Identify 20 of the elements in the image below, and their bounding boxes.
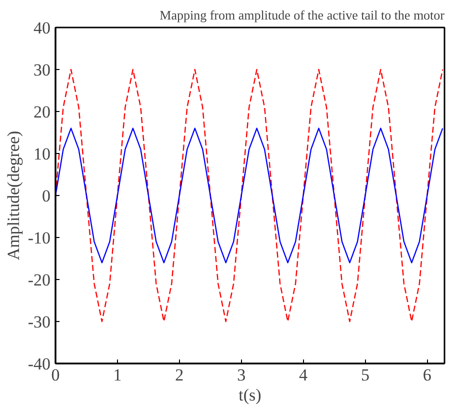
y-tick-label: 40 — [34, 18, 50, 38]
y-tick-label: -40 — [28, 354, 51, 374]
x-axis-title: t(s) — [238, 386, 262, 404]
x-tick-label: 5 — [360, 366, 370, 384]
x-tick-label: 4 — [299, 366, 308, 384]
y-tick-label: 20 — [34, 102, 50, 122]
chart-title: Mapping from amplitude of the active tail to the motor — [160, 8, 446, 22]
line-series — [56, 128, 444, 264]
x-tick-label: 3 — [237, 366, 246, 384]
y-tick-label: -10 — [28, 228, 51, 248]
line-series — [56, 68, 444, 322]
y-tick-label: -20 — [28, 270, 51, 290]
y-tick-label: 30 — [34, 60, 50, 80]
x-tick-label: 6 — [422, 366, 432, 384]
x-tick-label: 2 — [175, 366, 184, 384]
y-tick-label: 0 — [42, 186, 50, 206]
x-tick-label: 1 — [113, 366, 122, 384]
y-tick-label: -30 — [28, 312, 51, 332]
y-axis-title: Amplitude(degree) — [4, 130, 23, 260]
y-tick-label: 10 — [34, 144, 50, 164]
